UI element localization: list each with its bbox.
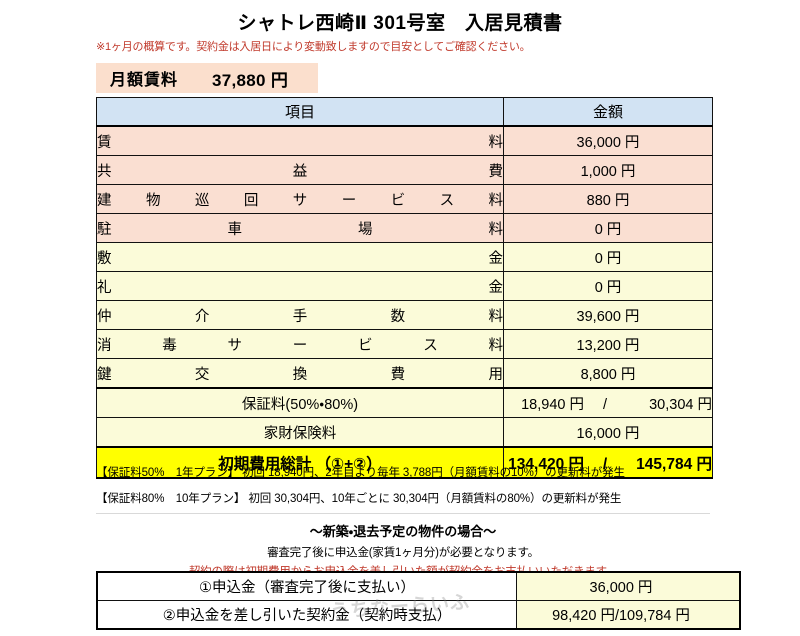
fee-row-amount: 0 円: [503, 242, 713, 272]
notice-heading: ～新築・退去予定の物件の場合～: [309, 524, 497, 539]
deposit-row-item: ①申込金（審査完了後に支払い）: [96, 571, 517, 601]
fee-row-amount: 18,940 円 / 30,304 円: [503, 387, 713, 418]
fee-row-item: 駐車場料: [96, 213, 504, 243]
fee-row-item: 仲介手数料: [96, 300, 504, 330]
total-amount: 134,420 円 / 145,784 円: [503, 446, 713, 479]
fee-row-guarantee: 保証料(50%・80%) 18,940 円 / 30,304 円: [96, 387, 713, 418]
monthly-rent-value: 37,880 円: [212, 70, 289, 90]
page-title: シャトレ西崎Ⅱ 301号室 入居見積書: [237, 13, 563, 34]
deposit-row-amount: 98,420 円/109,784 円: [516, 600, 741, 630]
fee-row-total: 初期費用総計 （①+②） 134,420 円 / 145,784 円: [96, 446, 713, 479]
amount-secondary: 145,784 円: [636, 455, 712, 473]
fee-row-item: 消毒サービス料: [96, 329, 504, 359]
caution-note: ※1ヶ月の概算です。契約金は入居日により変動致しますので目安としてご確認ください…: [96, 41, 531, 53]
footnotes: 【保証料50% 1年プラン】 初回 18,940円、2年目より毎年 3,788円…: [96, 464, 710, 516]
fee-row-item: 共益費: [96, 155, 504, 185]
fee-row-item: 建物巡回サービス料: [96, 184, 504, 214]
total-label: 初期費用総計 （①+②）: [96, 446, 504, 479]
fee-row-item: 礼金: [96, 271, 504, 301]
fee-row: 共益費 1,000 円: [96, 155, 713, 185]
fee-row-amount: 13,200 円: [503, 329, 713, 359]
fee-row-item: 保証料(50%・80%): [96, 387, 504, 418]
notice-line-black: 審査完了後に申込金(家賃1ヶ月分)が必要となります。: [267, 547, 539, 559]
deposit-row-amount: 36,000 円: [516, 571, 741, 601]
fee-table-header-row: 項目 金額: [96, 97, 713, 127]
amount-separator: /: [602, 455, 608, 473]
monthly-rent-banner: 月額賃料 37,880 円: [96, 63, 318, 93]
fee-row-item: 敷金: [96, 242, 504, 272]
fee-row-amount: 1,000 円: [503, 155, 713, 185]
deposit-row: ①申込金（審査完了後に支払い） 36,000 円: [96, 571, 741, 601]
amount-separator: /: [614, 608, 619, 624]
deposit-table: ①申込金（審査完了後に支払い） 36,000 円 ②申込金を差し引いた契約金（契約時…: [96, 571, 741, 630]
fee-row: 建物巡回サービス料 880 円: [96, 184, 713, 214]
fee-row-item: 賃料: [96, 125, 504, 156]
amount-primary: 134,420 円: [508, 455, 584, 473]
fee-table: 項目 金額 賃料 36,000 円共益費 1,000 円建物巡回サービス料 880 円…: [96, 97, 713, 479]
fee-table-header-item: 項目: [96, 97, 504, 127]
amount-primary: 98,420 円: [552, 608, 615, 624]
deposit-row: ②申込金を差し引いた契約金（契約時支払） 98,420 円/109,784 円: [96, 600, 741, 630]
fee-table-header-amount: 金額: [503, 97, 713, 127]
fee-row: 鍵交換費用 8,800 円: [96, 358, 713, 389]
fee-row-item: 鍵交換費用: [96, 358, 504, 389]
monthly-rent-label: 月額賃料: [110, 72, 179, 89]
fee-row-amount: 16,000 円: [503, 417, 713, 448]
fee-row: 消毒サービス料 13,200 円: [96, 329, 713, 359]
amount-separator: /: [602, 396, 608, 413]
fee-row-amount: 36,000 円: [503, 125, 713, 156]
fee-row: 賃料 36,000 円: [96, 125, 713, 156]
fee-row-amount: 0 円: [503, 271, 713, 301]
fee-row-amount: 880 円: [503, 184, 713, 214]
fee-row: 仲介手数料 39,600 円: [96, 300, 713, 330]
fee-row-item: 家財保険料: [96, 417, 504, 448]
fee-row-insurance: 家財保険料 16,000 円: [96, 417, 713, 448]
fee-row-amount: 39,600 円: [503, 300, 713, 330]
fee-row-amount: 0 円: [503, 213, 713, 243]
deposit-row-item: ②申込金を差し引いた契約金（契約時支払）: [96, 600, 517, 630]
section-divider: [96, 513, 710, 514]
footnote-guarantee-50: 【保証料50% 1年プラン】 初回 18,940円、2年目より毎年 3,788円…: [96, 467, 625, 479]
amount-primary: 18,940 円: [521, 396, 584, 413]
fee-row-amount: 8,800 円: [503, 358, 713, 389]
amount-secondary: 109,784 円: [618, 608, 690, 624]
amount-secondary: 30,304 円: [649, 396, 712, 413]
footnote-guarantee-80: 【保証料80% 10年プラン】 初回 30,304円、10年ごとに 30,304…: [96, 493, 622, 505]
